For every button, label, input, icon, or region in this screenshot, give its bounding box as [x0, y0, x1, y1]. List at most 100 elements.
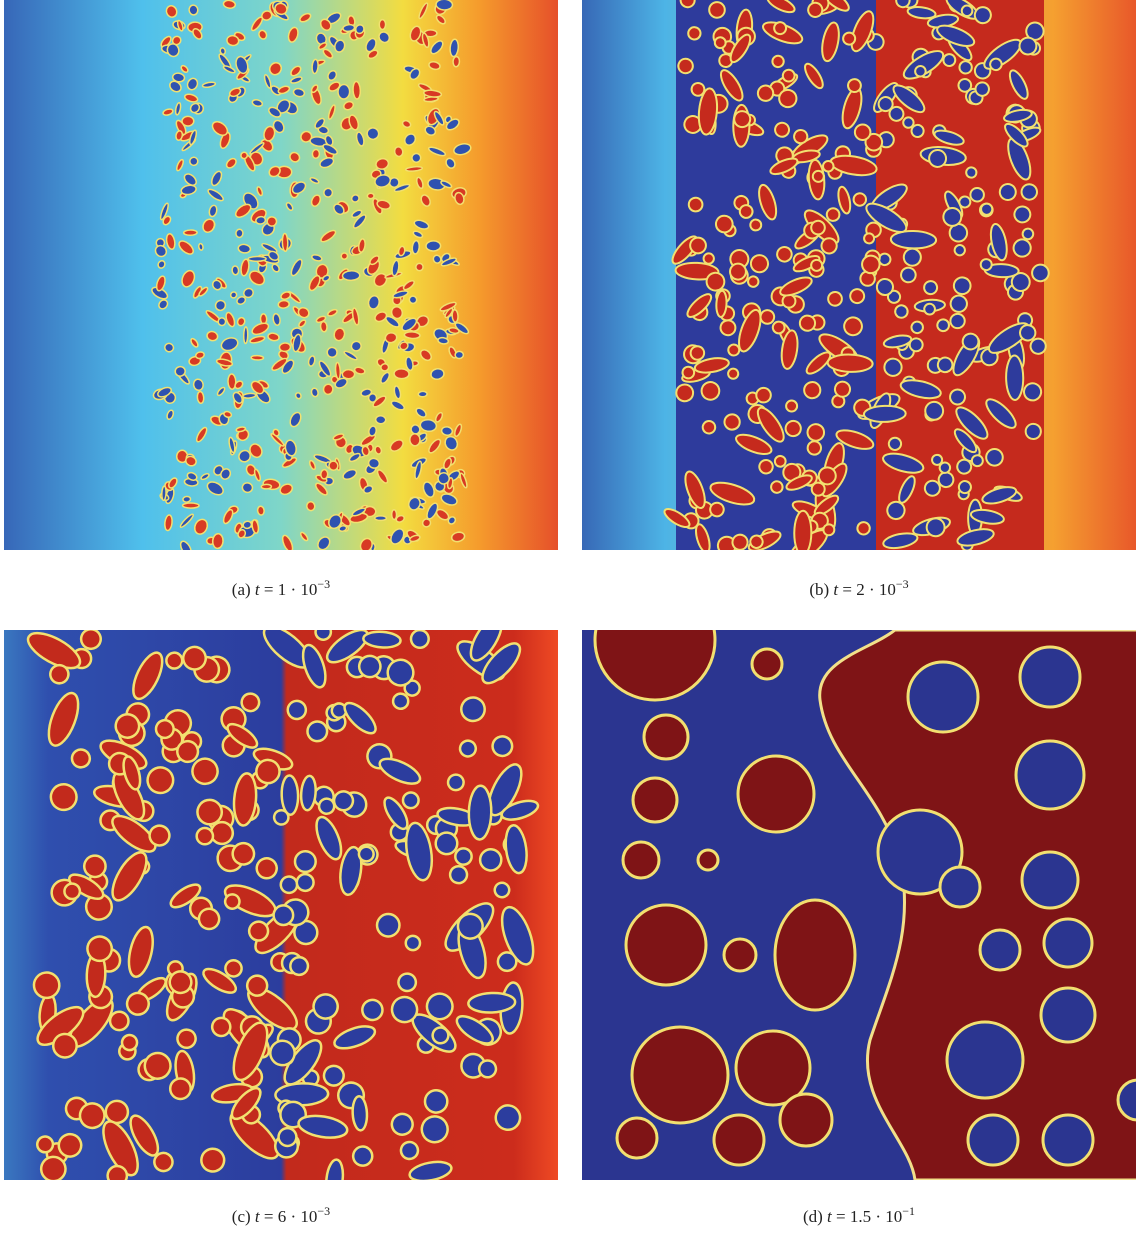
caption-expr: = 1.5 · 10 — [836, 1207, 902, 1226]
domain — [823, 161, 834, 172]
domain — [52, 1033, 77, 1058]
domain — [981, 203, 992, 214]
caption-var: t — [255, 1207, 261, 1226]
caption-label: (a) — [232, 580, 251, 599]
domain — [971, 454, 983, 466]
domain — [1044, 919, 1092, 967]
domain — [217, 317, 226, 326]
domain — [738, 756, 814, 832]
domain — [752, 649, 782, 679]
caption: (b) t = 2 · 10−3 — [809, 577, 908, 599]
domain — [455, 351, 464, 359]
domain — [405, 935, 420, 950]
domain — [827, 354, 872, 373]
caption: (d) t = 1.5 · 10−1 — [803, 1204, 915, 1226]
domain — [306, 501, 315, 511]
domain — [617, 1118, 657, 1158]
domain — [864, 405, 906, 422]
domain — [248, 256, 266, 261]
domain — [884, 358, 903, 377]
domain — [320, 321, 327, 332]
domain — [161, 486, 166, 500]
domain — [329, 461, 338, 470]
caption-exponent: −3 — [896, 577, 909, 591]
domain — [353, 81, 361, 99]
domain — [728, 344, 740, 356]
domain — [926, 517, 946, 537]
domain — [392, 510, 397, 520]
domain — [468, 992, 516, 1013]
domain — [282, 233, 288, 251]
caption-exponent: −3 — [317, 577, 330, 591]
domain — [1006, 355, 1024, 400]
domain — [915, 66, 926, 77]
domain — [198, 243, 203, 250]
domain — [375, 516, 387, 521]
caption-label: (d) — [803, 1207, 823, 1226]
domain — [236, 229, 244, 238]
domain — [323, 384, 333, 395]
domain — [626, 905, 706, 985]
domain — [273, 905, 293, 925]
caption-var: t — [255, 580, 261, 599]
domain — [418, 391, 427, 397]
domain — [468, 785, 492, 839]
domain — [436, 0, 453, 10]
domain — [320, 469, 327, 479]
domain — [908, 662, 978, 732]
domain — [261, 484, 271, 489]
domain — [644, 715, 688, 759]
domain — [968, 1115, 1018, 1165]
domain — [400, 1141, 419, 1160]
domain — [595, 580, 715, 700]
panel-b-image — [582, 0, 1136, 568]
domain — [295, 851, 316, 872]
domain — [367, 193, 374, 199]
domain — [826, 207, 841, 222]
domain — [632, 1027, 728, 1123]
caption-exponent: −1 — [902, 1204, 915, 1218]
domain — [479, 848, 503, 872]
domain — [453, 56, 460, 66]
panel-d-image — [582, 580, 1136, 1180]
domain — [759, 309, 775, 325]
domain — [212, 533, 223, 548]
domain — [714, 1115, 764, 1165]
domain — [312, 59, 319, 74]
domain — [184, 230, 198, 235]
domain — [1022, 852, 1078, 908]
domain — [183, 496, 191, 502]
domain — [780, 1094, 832, 1146]
domain — [1019, 324, 1037, 342]
domain — [281, 775, 299, 815]
domain — [409, 433, 420, 446]
domain — [714, 37, 726, 49]
panel-c-image — [4, 613, 558, 1199]
caption: (a) t = 1 · 10−3 — [232, 577, 330, 599]
domain — [940, 867, 980, 907]
caption: (c) t = 6 · 10−3 — [232, 1204, 330, 1226]
domain — [244, 327, 248, 344]
figure: (a) t = 1 · 10−3 (b) t = 2 · 10−3 (c) t … — [0, 0, 1136, 1241]
domain — [278, 300, 290, 309]
domain — [197, 391, 204, 403]
domain — [189, 157, 198, 166]
caption-var: t — [827, 1207, 833, 1226]
domain — [807, 440, 822, 455]
caption-expr: = 6 · 10 — [264, 1207, 318, 1226]
domain — [183, 503, 199, 508]
domain — [786, 401, 797, 412]
domain — [698, 850, 718, 870]
domain — [257, 506, 265, 516]
caption-expr: = 1 · 10 — [264, 580, 318, 599]
caption-var: t — [833, 580, 839, 599]
domain — [380, 363, 389, 371]
domain — [426, 241, 441, 252]
domain — [962, 5, 973, 16]
domain — [312, 149, 319, 158]
domain — [335, 362, 341, 379]
domain — [855, 124, 871, 140]
domain — [773, 21, 787, 35]
caption-exponent: −3 — [317, 1204, 330, 1218]
domain — [1041, 988, 1095, 1042]
